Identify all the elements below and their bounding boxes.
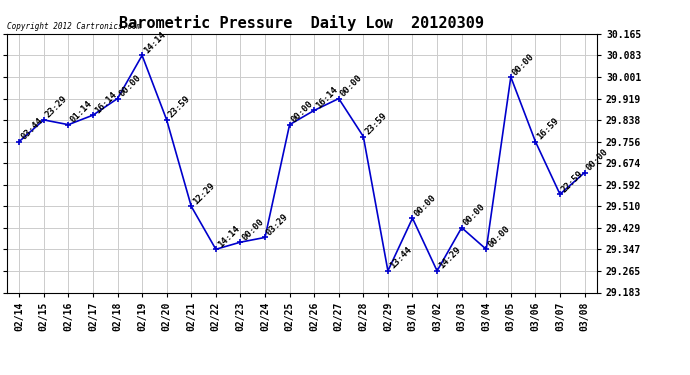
Text: 13:44: 13:44 bbox=[388, 246, 413, 271]
Text: 22:59: 22:59 bbox=[560, 169, 585, 194]
Text: 14:29: 14:29 bbox=[437, 246, 462, 271]
Text: 03:44: 03:44 bbox=[19, 116, 45, 141]
Text: 01:14: 01:14 bbox=[68, 99, 94, 124]
Text: 00:00: 00:00 bbox=[511, 52, 536, 77]
Text: 23:59: 23:59 bbox=[167, 94, 192, 120]
Text: 23:29: 23:29 bbox=[43, 94, 69, 120]
Text: Copyright 2012 Cartronics.com: Copyright 2012 Cartronics.com bbox=[7, 22, 141, 31]
Text: 00:00: 00:00 bbox=[290, 99, 315, 124]
Text: 12:29: 12:29 bbox=[191, 181, 217, 206]
Text: 16:14: 16:14 bbox=[314, 85, 339, 110]
Text: 14:14: 14:14 bbox=[142, 30, 168, 56]
Text: 00:00: 00:00 bbox=[240, 217, 266, 242]
Text: 00:00: 00:00 bbox=[486, 224, 511, 249]
Text: 00:00: 00:00 bbox=[117, 73, 143, 99]
Text: 00:00: 00:00 bbox=[584, 147, 610, 172]
Text: 16:59: 16:59 bbox=[535, 116, 561, 141]
Text: 16:14: 16:14 bbox=[93, 90, 118, 115]
Text: 00:00: 00:00 bbox=[413, 193, 438, 218]
Text: 03:29: 03:29 bbox=[265, 212, 290, 237]
Text: 23:59: 23:59 bbox=[364, 111, 388, 136]
Text: 14:14: 14:14 bbox=[216, 224, 241, 249]
Text: 00:00: 00:00 bbox=[339, 73, 364, 99]
Title: Barometric Pressure  Daily Low  20120309: Barometric Pressure Daily Low 20120309 bbox=[119, 15, 484, 31]
Text: 00:00: 00:00 bbox=[462, 202, 487, 228]
